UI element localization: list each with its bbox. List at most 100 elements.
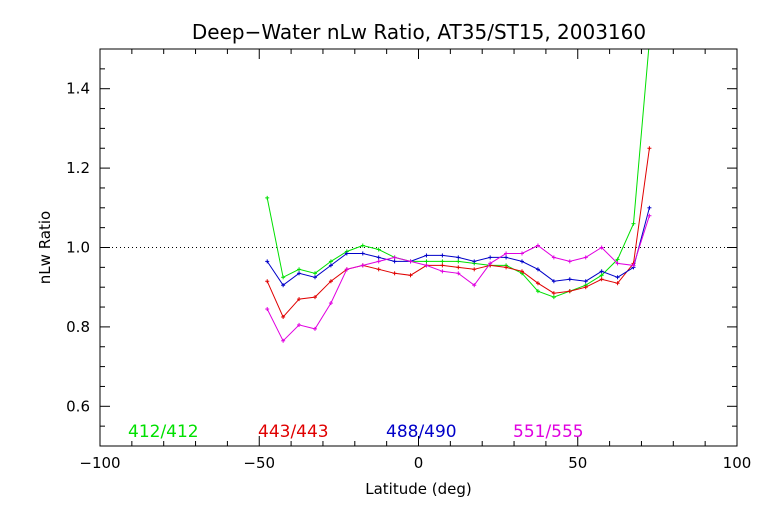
data-point bbox=[456, 271, 461, 276]
data-point bbox=[392, 259, 397, 264]
data-point bbox=[615, 257, 620, 262]
data-point bbox=[376, 267, 381, 272]
y-tick-label: 0.8 bbox=[66, 318, 90, 336]
data-point bbox=[408, 259, 413, 264]
series-line bbox=[266, 215, 650, 342]
data-point bbox=[535, 289, 540, 294]
legend-entry: 443/443 bbox=[258, 422, 329, 442]
data-point bbox=[599, 245, 604, 250]
data-point bbox=[472, 283, 477, 288]
data-point bbox=[504, 265, 509, 270]
series-412-412 bbox=[265, 39, 651, 300]
data-point bbox=[392, 271, 397, 276]
series-line bbox=[266, 148, 650, 318]
x-tick-label: 0 bbox=[414, 454, 424, 472]
data-point bbox=[551, 279, 556, 284]
data-point bbox=[615, 275, 620, 280]
legend-entry: 412/412 bbox=[128, 422, 199, 442]
y-axis-label: nLw Ratio bbox=[36, 211, 54, 284]
data-point bbox=[551, 295, 556, 300]
data-point bbox=[312, 295, 317, 300]
data-point bbox=[344, 251, 349, 256]
data-point bbox=[631, 221, 636, 226]
data-point bbox=[424, 253, 429, 258]
data-point bbox=[599, 273, 604, 278]
data-point bbox=[440, 253, 445, 258]
data-point bbox=[265, 307, 270, 312]
data-point bbox=[328, 259, 333, 264]
data-point bbox=[599, 269, 604, 274]
plot-frame bbox=[99, 48, 738, 447]
legend-entry: 488/490 bbox=[386, 422, 457, 442]
data-point bbox=[312, 326, 317, 331]
data-point bbox=[344, 267, 349, 272]
data-point bbox=[440, 259, 445, 264]
data-point bbox=[376, 255, 381, 260]
y-tick-label: 0.6 bbox=[66, 397, 90, 415]
data-point bbox=[440, 269, 445, 274]
data-point bbox=[583, 255, 588, 260]
data-point bbox=[281, 338, 286, 343]
data-point bbox=[583, 279, 588, 284]
data-point bbox=[504, 251, 509, 256]
data-point bbox=[535, 281, 540, 286]
data-point bbox=[647, 146, 652, 151]
y-tick-label: 1.0 bbox=[66, 239, 90, 257]
data-point bbox=[456, 265, 461, 270]
data-point bbox=[376, 247, 381, 252]
data-point bbox=[392, 255, 397, 260]
data-point bbox=[424, 263, 429, 268]
data-point bbox=[424, 259, 429, 264]
data-point bbox=[567, 289, 572, 294]
data-point bbox=[567, 277, 572, 282]
data-point bbox=[647, 205, 652, 210]
data-point bbox=[297, 297, 302, 302]
data-point bbox=[281, 283, 286, 288]
data-point bbox=[504, 255, 509, 260]
data-point bbox=[408, 273, 413, 278]
data-point bbox=[551, 291, 556, 296]
data-point bbox=[281, 314, 286, 319]
data-point bbox=[647, 39, 651, 43]
data-point bbox=[328, 263, 333, 268]
data-point bbox=[297, 322, 302, 327]
data-point bbox=[328, 279, 333, 284]
y-tick-label: 1.4 bbox=[66, 80, 90, 98]
data-point bbox=[360, 251, 365, 256]
data-point bbox=[312, 275, 317, 280]
data-point bbox=[520, 269, 525, 274]
data-point bbox=[297, 271, 302, 276]
data-point bbox=[281, 275, 286, 280]
data-point bbox=[472, 267, 477, 272]
data-point bbox=[265, 259, 270, 264]
y-tick-label: 1.2 bbox=[66, 159, 90, 177]
data-point bbox=[520, 251, 525, 256]
x-tick-label: 50 bbox=[568, 454, 587, 472]
data-point bbox=[551, 255, 556, 260]
x-tick-label: −50 bbox=[243, 454, 275, 472]
data-point bbox=[615, 281, 620, 286]
data-point bbox=[615, 261, 620, 266]
data-point bbox=[312, 271, 317, 276]
data-point bbox=[297, 267, 302, 272]
data-point bbox=[488, 261, 493, 266]
data-point bbox=[472, 259, 477, 264]
data-point bbox=[631, 263, 636, 268]
data-point bbox=[265, 279, 270, 284]
data-point bbox=[376, 259, 381, 264]
x-axis-label: Latitude (deg) bbox=[365, 480, 471, 498]
x-tick-label: 100 bbox=[723, 454, 752, 472]
data-point bbox=[599, 277, 604, 282]
x-tick-label: −100 bbox=[79, 454, 120, 472]
series-551-555 bbox=[265, 213, 652, 343]
data-point bbox=[360, 263, 365, 268]
data-point bbox=[456, 255, 461, 260]
chart-title: Deep−Water nLw Ratio, AT35/ST15, 2003160 bbox=[192, 20, 646, 44]
data-point bbox=[520, 259, 525, 264]
data-point bbox=[647, 213, 652, 218]
legend: 412/412 443/443 488/490 551/555 bbox=[128, 422, 584, 442]
data-point bbox=[360, 243, 365, 248]
data-point bbox=[535, 243, 540, 248]
data-point bbox=[265, 195, 270, 200]
